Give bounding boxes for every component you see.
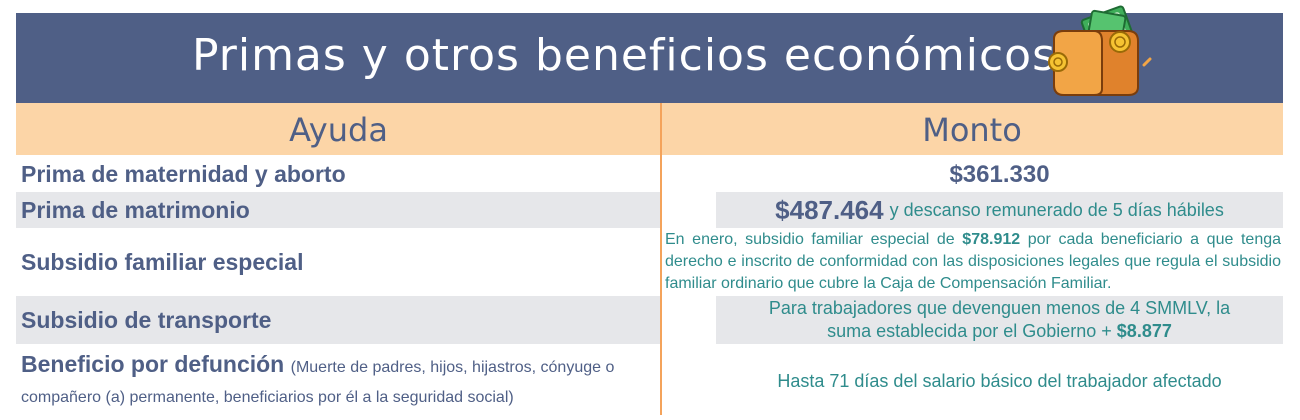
table-row: Prima de matrimonio $487.464 y descanso … bbox=[16, 192, 1283, 228]
row-value: Para trabajadores que devenguen menos de… bbox=[716, 296, 1283, 344]
wallet-money-icon bbox=[1048, 5, 1152, 96]
amount-value: $8.877 bbox=[1116, 321, 1172, 341]
page-title: Primas y otros beneficios económicos bbox=[192, 30, 1056, 81]
table-row: Prima de maternidad y aborto $361.330 bbox=[16, 158, 1283, 191]
row-label: Prima de matrimonio bbox=[16, 192, 660, 228]
column-header-monto: Monto bbox=[661, 103, 1283, 155]
row-value: En enero, subsidio familiar especial de … bbox=[663, 229, 1283, 295]
row-value: Hasta 71 días del salario básico del tra… bbox=[716, 350, 1283, 412]
column-header-ayuda: Ayuda bbox=[16, 103, 661, 155]
amount-description: y descanso remunerado de 5 días hábiles bbox=[889, 199, 1224, 220]
row-label: Prima de maternidad y aborto bbox=[21, 161, 346, 187]
row-label: Beneficio por defunción (Muerte de padre… bbox=[21, 351, 615, 406]
row-value: $487.464 y descanso remunerado de 5 días… bbox=[716, 192, 1283, 228]
amount-description: En enero, subsidio familiar especial de … bbox=[665, 231, 1282, 292]
amount-description: Hasta 71 días del salario básico del tra… bbox=[777, 370, 1222, 391]
column-divider bbox=[660, 103, 662, 415]
row-note: (Muerte de padres, hijos, hijastros, cón… bbox=[21, 359, 615, 406]
row-value: $361.330 bbox=[716, 158, 1283, 191]
table-row: Subsidio de transporte Para trabajadores… bbox=[16, 296, 1283, 344]
table-row: Beneficio por defunción (Muerte de padre… bbox=[16, 350, 1283, 412]
table-row: Subsidio familiar especial En enero, sub… bbox=[16, 229, 1283, 295]
amount-value: $487.464 bbox=[775, 194, 884, 225]
row-label: Subsidio de transporte bbox=[16, 296, 660, 344]
row-label: Subsidio familiar especial bbox=[21, 248, 304, 275]
amount-value: $78.912 bbox=[962, 231, 1021, 248]
amount-value: $361.330 bbox=[949, 160, 1050, 188]
amount-description: Para trabajadores que devenguen menos de… bbox=[768, 298, 1231, 341]
